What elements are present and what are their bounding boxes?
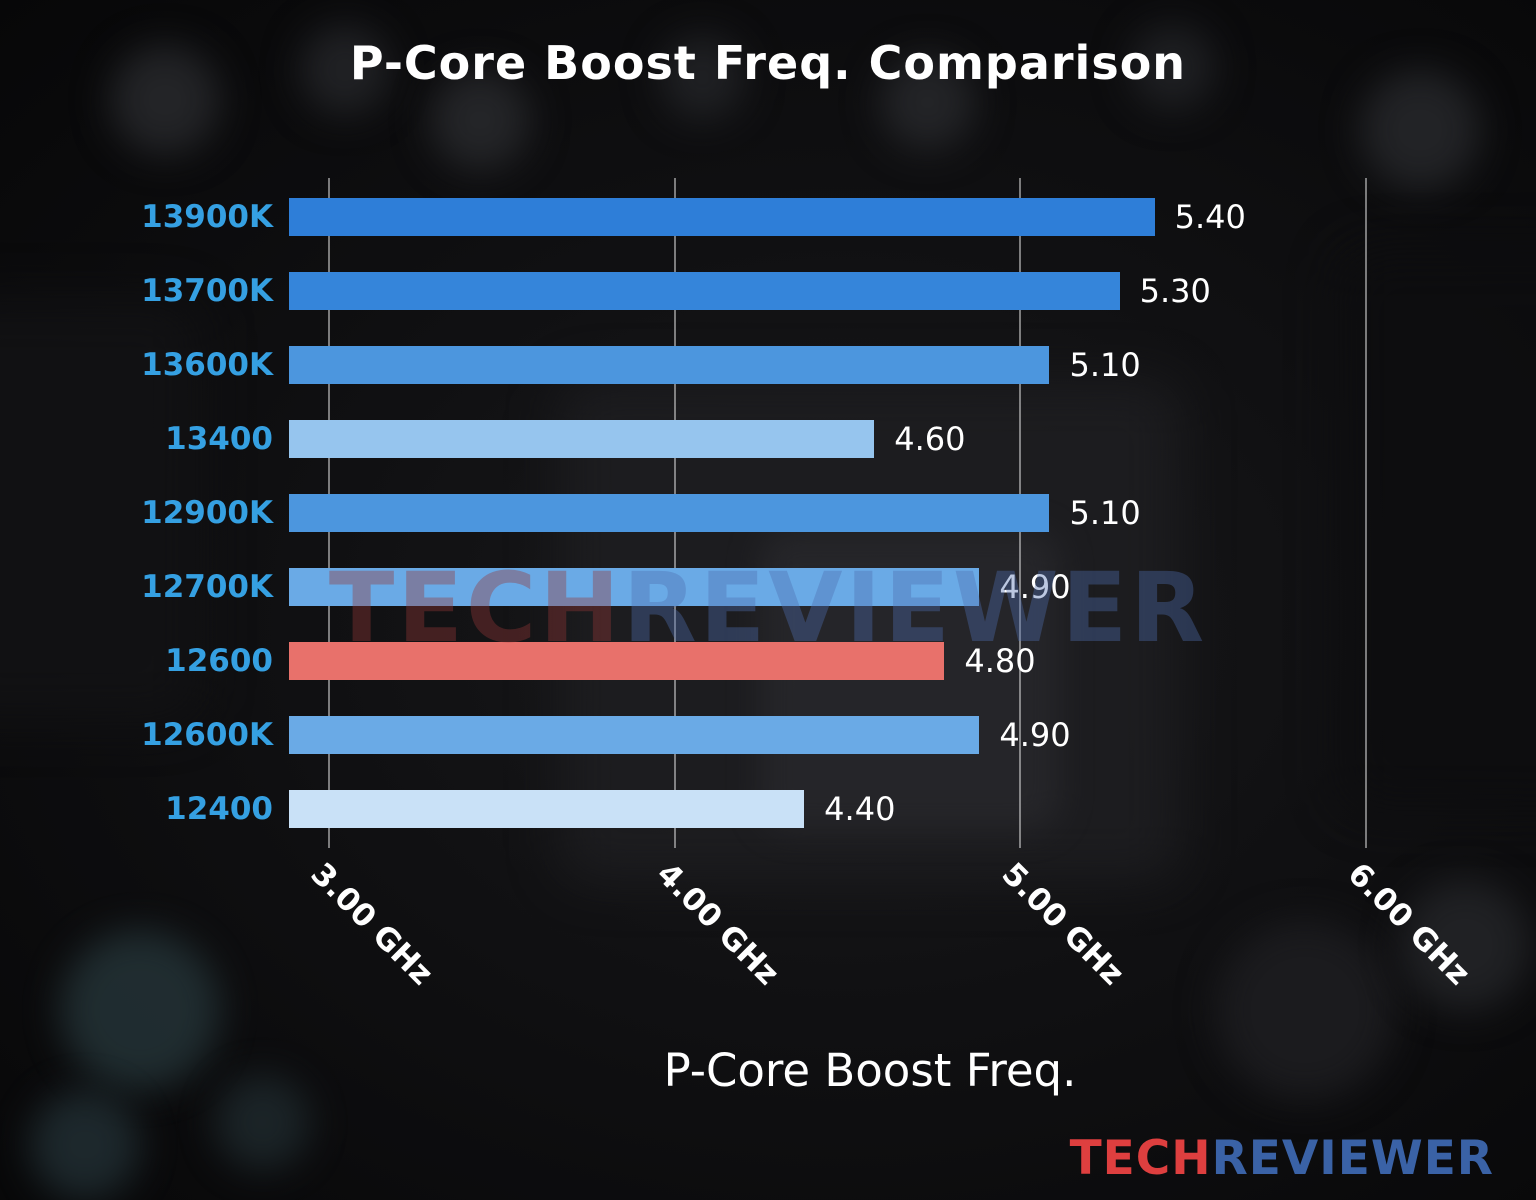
bar [289, 198, 1155, 236]
background-capacitor [215, 1075, 310, 1170]
value-label: 5.10 [1069, 494, 1141, 532]
background-capacitor [300, 25, 390, 115]
bar [289, 568, 980, 606]
background-component [1400, 880, 1530, 1010]
background-capacitor [30, 1090, 140, 1200]
category-label: 12700K [141, 569, 273, 605]
value-label: 4.80 [964, 642, 1036, 680]
gridline [1364, 178, 1367, 848]
x-axis-ticks: 3.00 GHz 4.00 GHz 5.00 GHz 6.00 GHz [303, 856, 1477, 1046]
bar-zone: 5.10 [289, 476, 1435, 550]
brand-logo-tech: TECH [1069, 1131, 1212, 1186]
value-label: 4.90 [999, 568, 1071, 606]
value-label: 5.30 [1139, 272, 1211, 310]
background-capacitor [60, 930, 220, 1090]
bar-row: 12600 4.80 [0, 624, 1435, 698]
bar [289, 494, 1050, 532]
bar [289, 346, 1050, 384]
bar-zone: 4.90 [289, 698, 1435, 772]
bar-row: 13700K 5.30 [0, 254, 1435, 328]
brand-logo: TECHREVIEWER [1070, 1131, 1494, 1186]
bar-zone: 5.30 [289, 254, 1435, 328]
bar-row: 12600K 4.90 [0, 698, 1435, 772]
bar [289, 790, 805, 828]
bar-zone: 4.80 [289, 624, 1435, 698]
bar-row: 13600K 5.10 [0, 328, 1435, 402]
category-label: 12400 [165, 791, 273, 827]
background-component [1215, 920, 1395, 1100]
x-tick-label: 3.00 GHz [303, 856, 441, 993]
bar [289, 420, 875, 458]
category-label: 13900K [141, 199, 273, 235]
value-label: 5.40 [1174, 198, 1246, 236]
bar [289, 716, 980, 754]
background-capacitor [1360, 70, 1480, 190]
chart-title: P-Core Boost Freq. Comparison [349, 36, 1187, 90]
background-capacitor [880, 55, 975, 150]
background-shadow [0, 300, 200, 720]
value-label: 4.40 [824, 790, 896, 828]
value-label: 4.60 [894, 420, 966, 458]
bar-rows: 13900K 5.40 13700K 5.30 13600K 5.10 13400 4.60 1… [0, 180, 1435, 846]
category-label: 12900K [141, 495, 273, 531]
background-capacitor [1130, 25, 1215, 110]
value-label: 5.10 [1069, 346, 1141, 384]
x-tick-label: 6.00 GHz [1340, 856, 1477, 993]
category-label: 12600 [165, 643, 273, 679]
category-label: 13400 [165, 421, 273, 457]
x-tick-label: 5.00 GHz [994, 856, 1132, 993]
bar-zone: 4.40 [289, 772, 1435, 846]
bar-zone: 4.90 [289, 550, 1435, 624]
category-label: 13700K [141, 273, 273, 309]
x-tick-label: 4.00 GHz [649, 856, 786, 993]
bar-zone: 4.60 [289, 402, 1435, 476]
x-axis-label: P-Core Boost Freq. [663, 1044, 1077, 1097]
value-label: 4.90 [999, 716, 1071, 754]
bar-row: 12900K 5.10 [0, 476, 1435, 550]
bar-zone: 5.10 [289, 328, 1435, 402]
background-shadow [1340, 250, 1536, 810]
background-capacitor [660, 35, 745, 120]
bar-row: 12400 4.40 [0, 772, 1435, 846]
brand-logo-reviewer: REVIEWER [1211, 1131, 1494, 1186]
bar-row: 12700K 4.90 [0, 550, 1435, 624]
category-label: 13600K [141, 347, 273, 383]
background-capacitor [110, 45, 220, 155]
bar-row: 13400 4.60 [0, 402, 1435, 476]
bar-row: 13900K 5.40 [0, 180, 1435, 254]
category-label: 12600K [141, 717, 273, 753]
bar-zone: 5.40 [289, 180, 1435, 254]
background-capacitor [430, 70, 530, 170]
bar-highlighted [289, 642, 945, 680]
bar [289, 272, 1120, 310]
